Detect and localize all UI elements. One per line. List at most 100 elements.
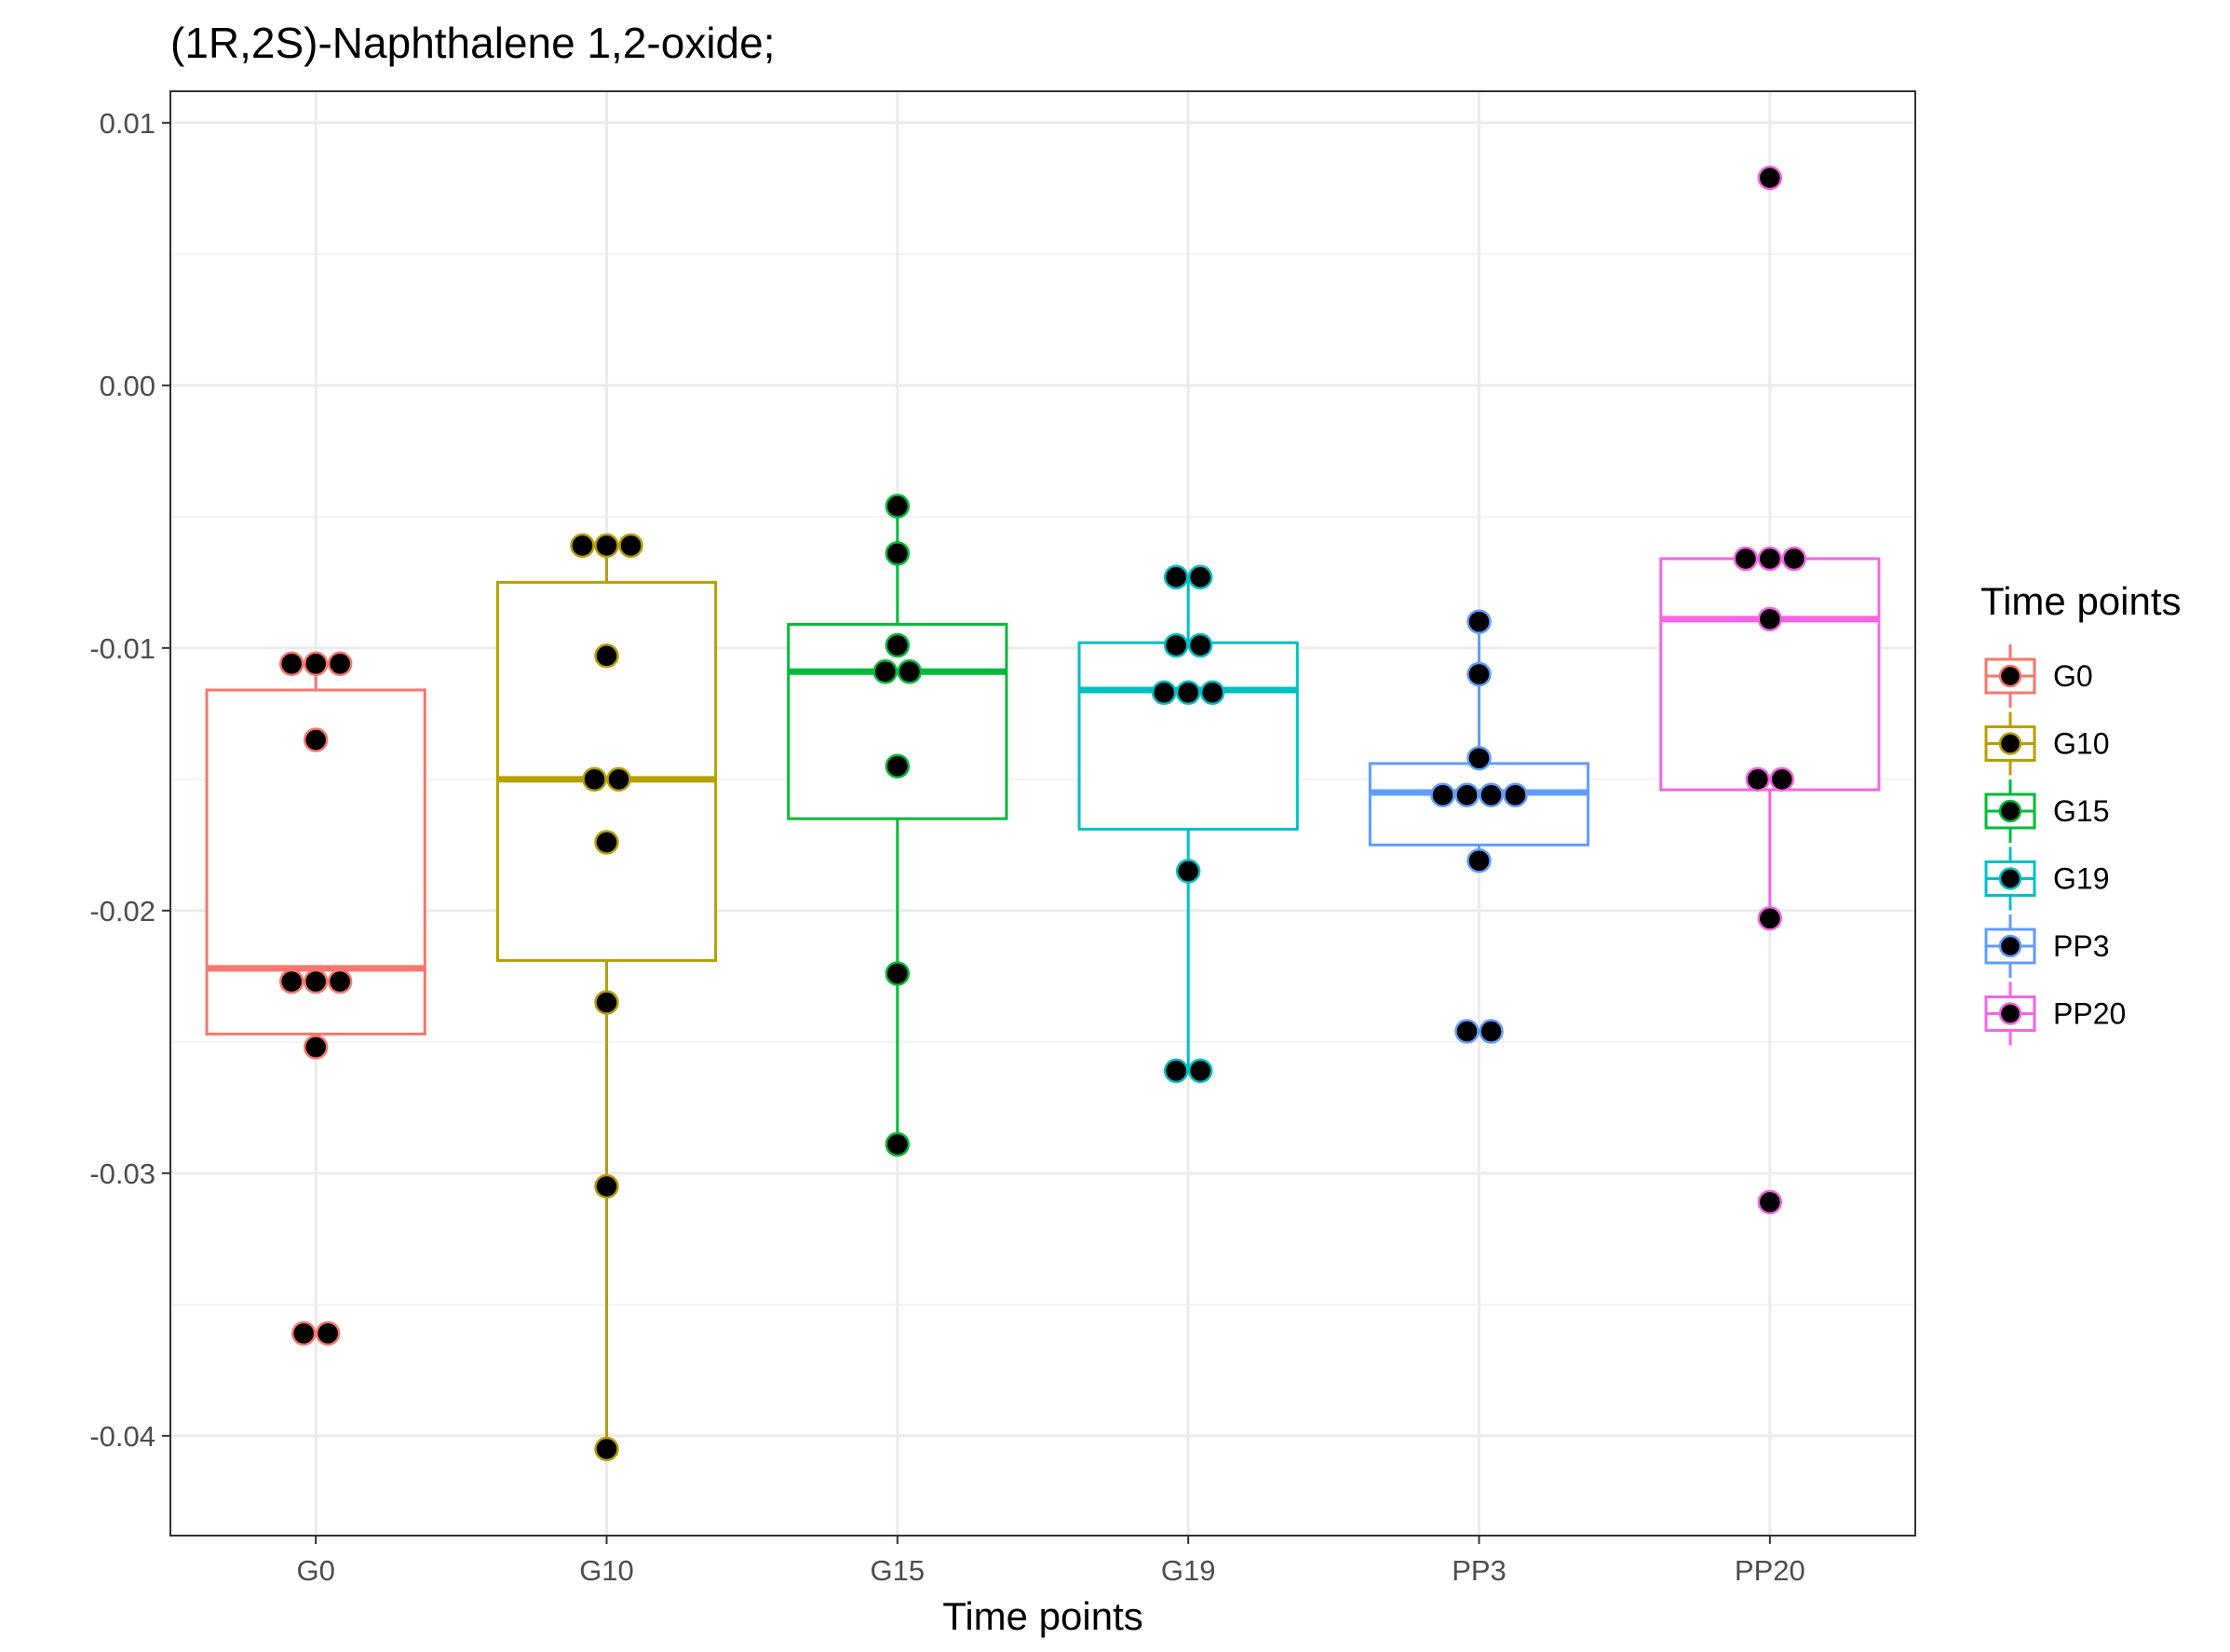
x-tick-label: PP3 — [1452, 1554, 1507, 1587]
data-point-pp3 — [1466, 609, 1492, 634]
data-points — [278, 165, 1807, 1462]
x-tick-label: G19 — [1161, 1554, 1216, 1587]
legend-item-pp3: PP3 — [1984, 914, 2109, 978]
legend-key-point — [1998, 732, 2022, 755]
box-g15 — [787, 506, 1008, 1144]
box-iqr — [1368, 762, 1590, 846]
data-point-pp20 — [1757, 906, 1783, 931]
box-pp20 — [1659, 557, 1881, 919]
y-tick-label: -0.01 — [89, 632, 155, 665]
data-point-pp3 — [1466, 848, 1492, 873]
x-tick-label: G15 — [871, 1554, 926, 1587]
y-tick-label: -0.03 — [89, 1158, 155, 1190]
data-point-g10 — [594, 990, 619, 1015]
data-point-pp20 — [1733, 546, 1759, 572]
data-point-g15 — [897, 658, 923, 684]
legend: Time points G0 G10 G15 G19 PP3 PP20 — [1980, 579, 2182, 1046]
data-point-g10 — [594, 533, 619, 559]
box-iqr — [1077, 641, 1299, 831]
legend-item-g19: G19 — [1984, 846, 2109, 911]
legend-label: G0 — [2053, 659, 2093, 693]
data-point-g15 — [885, 961, 911, 986]
box-pp3 — [1368, 621, 1590, 861]
legend-item-pp20: PP20 — [1984, 982, 2126, 1046]
x-tick-label: PP20 — [1735, 1554, 1805, 1587]
data-point-g15 — [885, 1131, 911, 1158]
data-point-g19 — [1175, 859, 1201, 884]
data-point-g15 — [885, 494, 911, 519]
box-iqr — [495, 580, 718, 962]
data-point-pp20 — [1781, 546, 1807, 572]
chart-title: (1R,2S)-Naphthalene 1,2-oxide; — [170, 19, 775, 67]
plot-panel-border — [169, 90, 1916, 1537]
legend-label: G10 — [2053, 727, 2109, 761]
data-point-g0 — [315, 1320, 341, 1347]
data-point-pp3 — [1466, 661, 1492, 687]
data-point-g19 — [1163, 564, 1189, 589]
data-point-g10 — [618, 533, 643, 559]
y-tick-label: -0.04 — [89, 1420, 155, 1453]
data-point-g0 — [327, 968, 353, 995]
data-point-g19 — [1151, 680, 1177, 706]
box-iqr — [1659, 557, 1881, 792]
data-point-g10 — [594, 643, 619, 669]
x-axis: G0 G10 G15 G19 PP3 PP20 — [296, 1536, 1805, 1587]
data-point-pp3 — [1430, 782, 1455, 808]
y-tick-label: -0.02 — [89, 895, 155, 928]
data-point-g10 — [594, 830, 619, 855]
data-point-pp3 — [1466, 746, 1492, 771]
data-point-g10 — [594, 1436, 619, 1462]
data-point-g0 — [303, 727, 329, 752]
data-point-g19 — [1163, 632, 1189, 658]
legend-item-g15: G15 — [1984, 779, 2109, 843]
data-point-g19 — [1199, 680, 1225, 706]
legend-key-point — [1998, 867, 2022, 890]
box-g19 — [1077, 576, 1299, 1071]
data-point-g19 — [1187, 1058, 1213, 1084]
data-point-g0 — [278, 651, 304, 677]
data-point-g19 — [1175, 680, 1201, 706]
legend-item-g10: G10 — [1984, 711, 2109, 776]
data-point-pp3 — [1479, 1019, 1504, 1044]
data-point-g15 — [885, 541, 911, 566]
y-tick-label: 0.01 — [100, 107, 155, 140]
data-point-g10 — [582, 766, 607, 792]
data-point-pp20 — [1757, 165, 1783, 191]
legend-label: G15 — [2053, 794, 2109, 828]
data-point-g15 — [885, 753, 911, 779]
legend-title: Time points — [1980, 579, 2182, 623]
data-point-g0 — [303, 1035, 329, 1060]
legend-item-g0: G0 — [1984, 644, 2093, 708]
legend-keys: G0 G10 G15 G19 PP3 PP20 — [1984, 644, 2126, 1046]
data-point-pp20 — [1757, 1189, 1783, 1215]
data-point-pp20 — [1745, 766, 1771, 792]
data-point-pp20 — [1769, 766, 1795, 792]
legend-key-point — [1998, 934, 2022, 958]
data-point-pp3 — [1454, 1019, 1480, 1044]
data-point-g0 — [303, 651, 329, 677]
legend-label: PP3 — [2053, 929, 2109, 963]
data-point-g15 — [872, 658, 899, 684]
data-point-g10 — [606, 766, 631, 792]
data-point-pp3 — [1454, 782, 1480, 808]
data-point-g19 — [1187, 632, 1213, 658]
x-tick-label: G0 — [296, 1554, 334, 1587]
data-point-g0 — [278, 968, 304, 995]
y-tick-label: 0.00 — [100, 370, 155, 402]
data-point-pp3 — [1479, 782, 1504, 808]
legend-key-point — [1998, 799, 2022, 823]
legend-label: G19 — [2053, 862, 2109, 896]
y-axis: 0.01 0.00 -0.01 -0.02 -0.03 -0.04 — [89, 107, 170, 1453]
data-point-g10 — [570, 533, 595, 559]
data-point-g15 — [885, 632, 911, 658]
data-point-pp3 — [1503, 782, 1528, 808]
minor-gridlines — [170, 252, 1915, 1306]
legend-key-point — [1998, 1002, 2022, 1025]
x-axis-title: Time points — [942, 1594, 1143, 1638]
data-point-pp20 — [1757, 606, 1783, 632]
major-gridlines — [170, 91, 1915, 1536]
data-point-g0 — [327, 651, 353, 677]
data-point-g0 — [291, 1320, 317, 1347]
data-point-g19 — [1187, 564, 1213, 589]
